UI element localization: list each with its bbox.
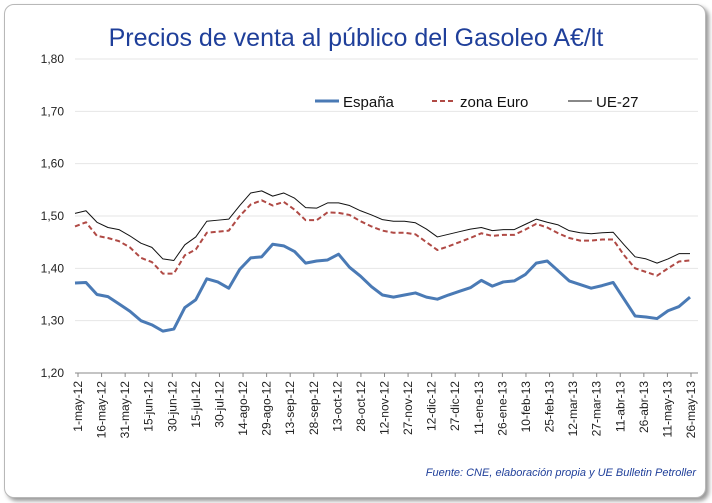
x-tick-label: 11-abr-13 xyxy=(613,381,627,432)
source-note: Fuente: CNE, elaboración propia y UE Bul… xyxy=(425,467,696,479)
x-tick-label: 25-feb-13 xyxy=(543,381,557,433)
x-tick-label: 16-may-12 xyxy=(95,381,109,439)
legend-label: UE-27 xyxy=(596,94,639,111)
x-tick-label: 12-mar-13 xyxy=(566,381,580,437)
legend-label: zona Euro xyxy=(460,94,528,111)
x-tick-label: 14-ago-12 xyxy=(236,381,250,436)
x-tick-label: 1-may-12 xyxy=(71,381,85,432)
chart-frame xyxy=(4,4,706,498)
legend-label: España xyxy=(343,94,395,111)
y-tick-label: 1,40 xyxy=(41,261,65,275)
y-tick-label: 1,70 xyxy=(41,104,65,118)
y-tick-label: 1,50 xyxy=(41,209,65,223)
x-tick-label: 27-mar-13 xyxy=(590,381,604,437)
x-tick-label: 30-jul-12 xyxy=(212,381,226,428)
x-tick-label: 29-ago-12 xyxy=(260,381,274,436)
y-tick-label: 1,30 xyxy=(41,314,65,328)
x-tick-label: 30-jun-12 xyxy=(165,381,179,432)
x-tick-label: 26-may-13 xyxy=(684,381,698,439)
x-tick-label: 28-sep-12 xyxy=(307,381,321,435)
x-tick-label: 11-may-13 xyxy=(660,381,674,438)
x-tick-label: 13-sep-12 xyxy=(283,381,297,435)
y-tick-label: 1,60 xyxy=(41,157,65,171)
chart-title: Precios de venta al público del Gasoleo … xyxy=(108,24,604,52)
x-tick-label: 10-feb-13 xyxy=(519,381,533,433)
x-tick-label: 13-oct-12 xyxy=(330,381,344,432)
x-tick-label: 26-ene-13 xyxy=(495,381,509,436)
x-tick-label: 27-nov-12 xyxy=(401,381,415,435)
x-tick-label: 15-jul-12 xyxy=(189,381,203,428)
x-tick-label: 15-jun-12 xyxy=(142,381,156,432)
x-tick-label: 28-oct-12 xyxy=(354,381,368,432)
y-tick-label: 1,20 xyxy=(41,366,65,380)
x-tick-label: 26-abr-13 xyxy=(637,381,651,433)
series-line-ue-27 xyxy=(74,190,690,264)
x-tick-label: 12-dic-12 xyxy=(425,381,439,431)
y-tick-label: 1,80 xyxy=(41,52,65,66)
series-line-españa xyxy=(74,242,691,333)
series-line-zona-euro xyxy=(74,199,691,277)
x-tick-label: 11-ene-13 xyxy=(472,381,486,435)
x-tick-label: 27-dic-12 xyxy=(448,381,462,431)
x-tick-label: 12-nov-12 xyxy=(378,381,392,435)
x-tick-label: 31-may-12 xyxy=(118,381,132,439)
